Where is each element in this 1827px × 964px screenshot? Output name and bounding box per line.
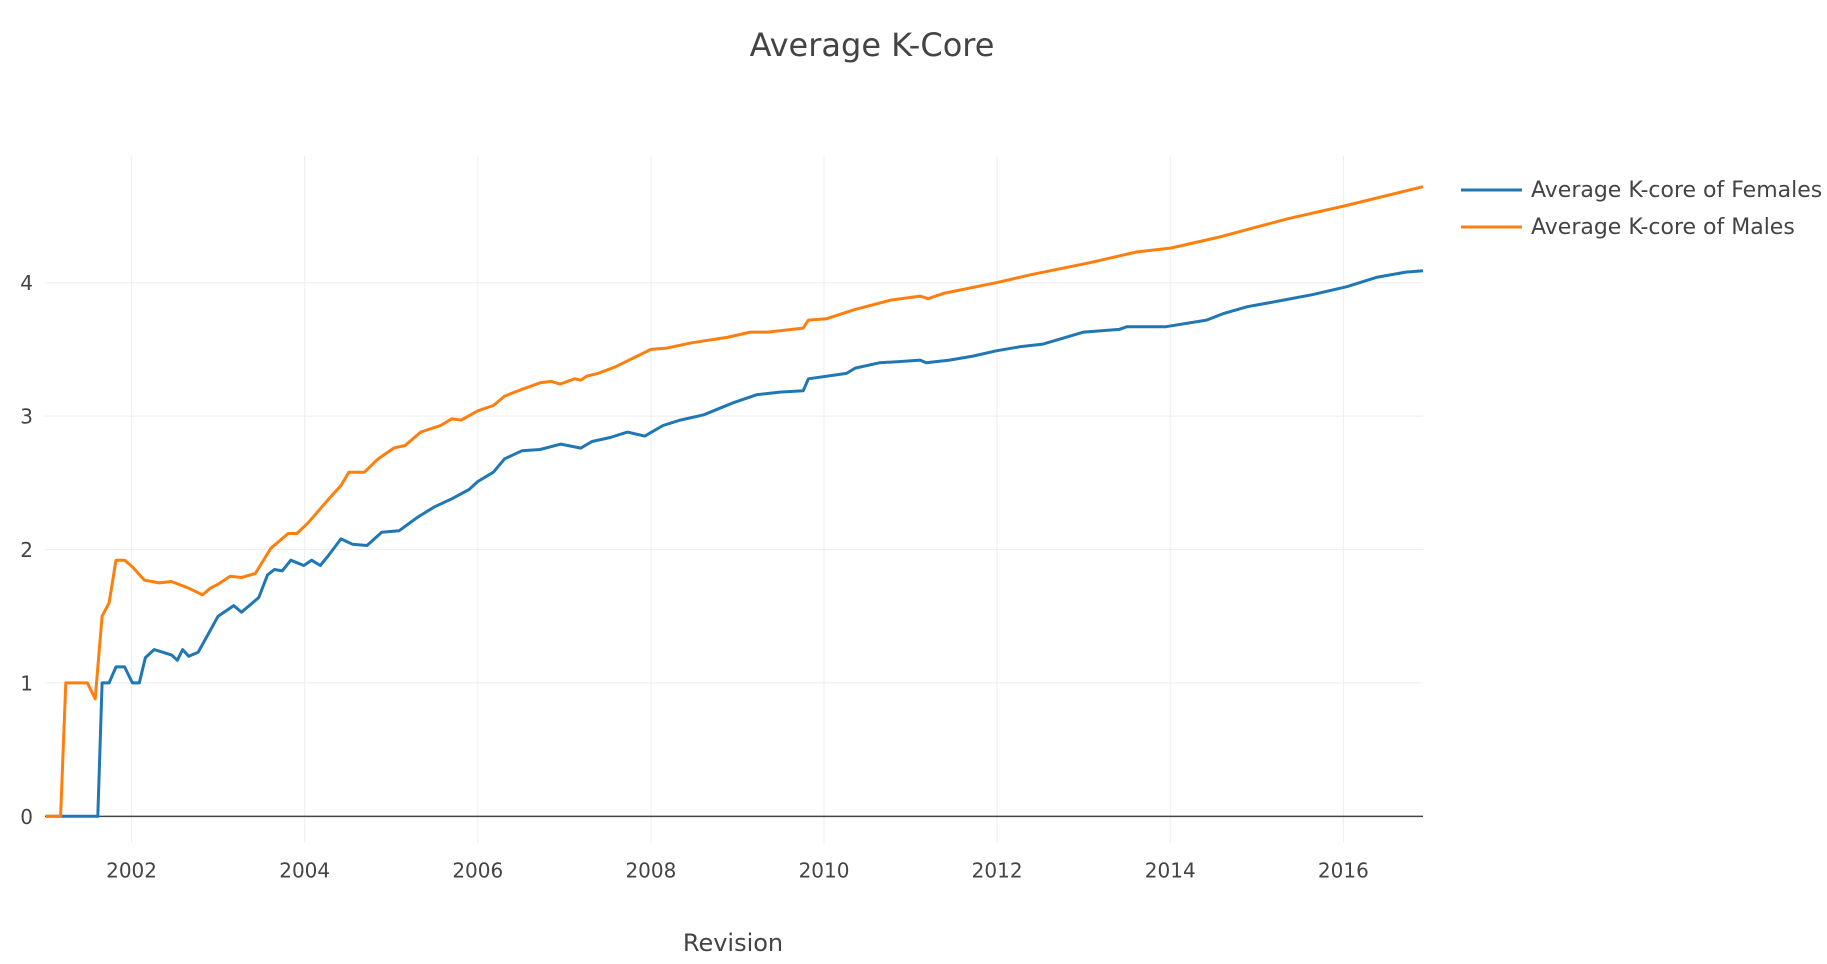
y-tick-label: 1 <box>20 671 33 695</box>
y-tick-label: 2 <box>20 538 33 562</box>
x-tick-label: 2010 <box>799 859 850 883</box>
legend-label: Average K-core of Males <box>1531 215 1795 240</box>
x-tick-label: 2014 <box>1145 859 1196 883</box>
series-line <box>45 269 1424 818</box>
y-tick-label: 0 <box>20 805 33 829</box>
chart-title: Average K-Core <box>750 26 995 64</box>
x-tick-label: 2008 <box>625 859 676 883</box>
x-tick-label: 2016 <box>1318 859 1369 883</box>
legend-label: Average K-core of Females <box>1531 178 1822 203</box>
x-axis-title: Revision <box>683 929 783 957</box>
x-tick-label: 2002 <box>106 859 157 883</box>
x-tick-label: 2006 <box>452 859 503 883</box>
y-tick-label: 4 <box>20 271 33 295</box>
y-tick-label: 3 <box>20 405 33 429</box>
x-tick-label: 2012 <box>972 859 1023 883</box>
series-line <box>45 185 1424 818</box>
x-tick-label: 2004 <box>279 859 330 883</box>
